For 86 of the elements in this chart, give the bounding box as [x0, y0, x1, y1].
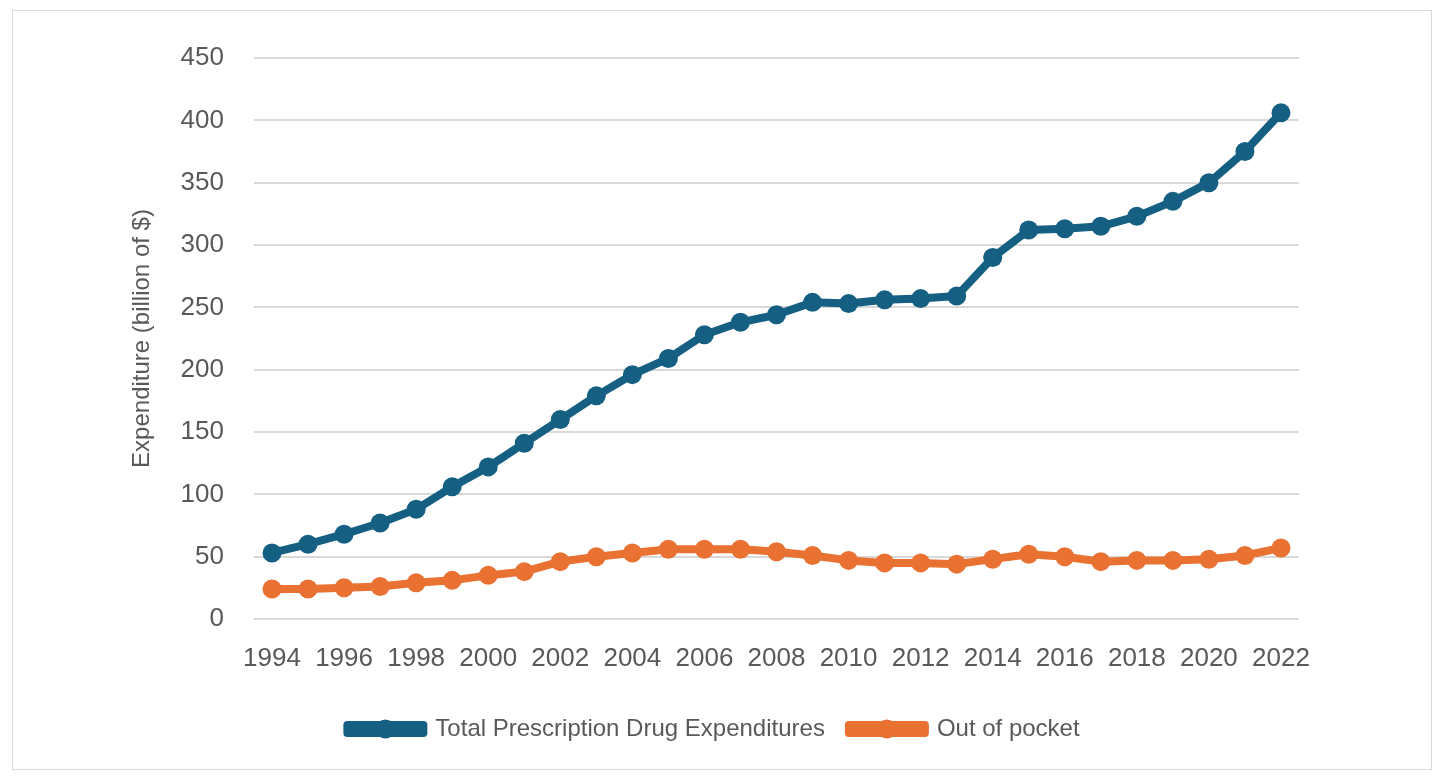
- point: [1019, 544, 1039, 564]
- point: [514, 562, 534, 582]
- point: [767, 305, 786, 325]
- point: [1199, 173, 1219, 193]
- point: [875, 553, 895, 573]
- point: [1235, 545, 1255, 565]
- point: [622, 365, 642, 385]
- point: [406, 573, 426, 593]
- legend-label: Total Prescription Drug Expenditures: [435, 713, 825, 741]
- point: [478, 565, 498, 585]
- point: [1091, 216, 1111, 236]
- x-tick-label: 2010: [819, 641, 878, 672]
- x-tick-label: 1996: [315, 641, 374, 672]
- point: [1271, 103, 1291, 123]
- x-tick-label: 1994: [243, 641, 301, 672]
- y-tick-label: 450: [180, 41, 224, 72]
- point: [1199, 549, 1219, 569]
- point: [694, 325, 714, 345]
- x-tick-label: 2002: [531, 641, 590, 672]
- point: [370, 577, 390, 597]
- point: [1163, 191, 1183, 211]
- point: [586, 547, 606, 567]
- y-tick-label: 0: [209, 602, 224, 633]
- point: [1127, 206, 1147, 226]
- point: [839, 294, 859, 314]
- point: [1091, 552, 1111, 572]
- y-tick-label: 100: [180, 477, 224, 508]
- y-tick-label: 200: [180, 352, 224, 383]
- x-tick-label: 2012: [891, 641, 950, 672]
- point: [550, 410, 570, 430]
- point: [658, 348, 678, 368]
- point: [875, 290, 895, 310]
- point: [803, 292, 823, 312]
- point: [658, 539, 678, 559]
- point: [1163, 550, 1183, 570]
- y-tick-label: 400: [180, 103, 224, 134]
- point: [1055, 547, 1075, 567]
- x-tick-label: 2016: [1035, 641, 1094, 672]
- point: [730, 539, 750, 559]
- point: [622, 543, 642, 563]
- point: [370, 513, 390, 533]
- y-axis-title: Expenditure (billion of $): [127, 209, 155, 468]
- y-tick-label: 250: [180, 290, 224, 321]
- point: [586, 386, 606, 406]
- x-tick-label: 2022: [1252, 641, 1310, 672]
- point: [334, 524, 354, 544]
- point: [911, 289, 931, 309]
- point: [767, 542, 786, 562]
- x-tick-label: 2018: [1107, 641, 1166, 672]
- point: [262, 543, 282, 563]
- point: [1127, 550, 1147, 570]
- point: [334, 578, 354, 598]
- y-tick-label: 300: [180, 228, 224, 259]
- point: [730, 312, 750, 332]
- point: [550, 552, 570, 572]
- point: [694, 539, 714, 559]
- point: [911, 553, 931, 573]
- point: [1019, 220, 1039, 240]
- point: [839, 550, 859, 570]
- y-tick-label: 350: [180, 165, 224, 196]
- x-tick-label: 2004: [603, 641, 662, 672]
- x-tick-label: 2000: [459, 641, 518, 672]
- point: [406, 499, 426, 519]
- y-tick-label: 150: [180, 415, 224, 446]
- point: [983, 549, 1003, 569]
- x-tick-label: 2020: [1179, 641, 1238, 672]
- point: [983, 247, 1003, 267]
- point: [1235, 142, 1255, 161]
- x-tick-label: 2006: [675, 641, 734, 672]
- point: [262, 579, 282, 599]
- legend-label: Out of pocket: [936, 713, 1080, 741]
- point: [1055, 219, 1075, 239]
- point: [514, 433, 534, 453]
- point: [442, 570, 462, 590]
- x-tick-label: 1998: [387, 641, 446, 672]
- point: [442, 477, 462, 497]
- point: [947, 286, 967, 306]
- point: [803, 545, 823, 565]
- x-tick-label: 2014: [963, 641, 1022, 672]
- y-tick-label: 50: [195, 539, 224, 570]
- point: [298, 579, 318, 599]
- point: [298, 534, 318, 554]
- point: [1271, 538, 1291, 558]
- point: [947, 554, 967, 574]
- x-tick-label: 2008: [747, 641, 806, 672]
- point: [478, 457, 498, 477]
